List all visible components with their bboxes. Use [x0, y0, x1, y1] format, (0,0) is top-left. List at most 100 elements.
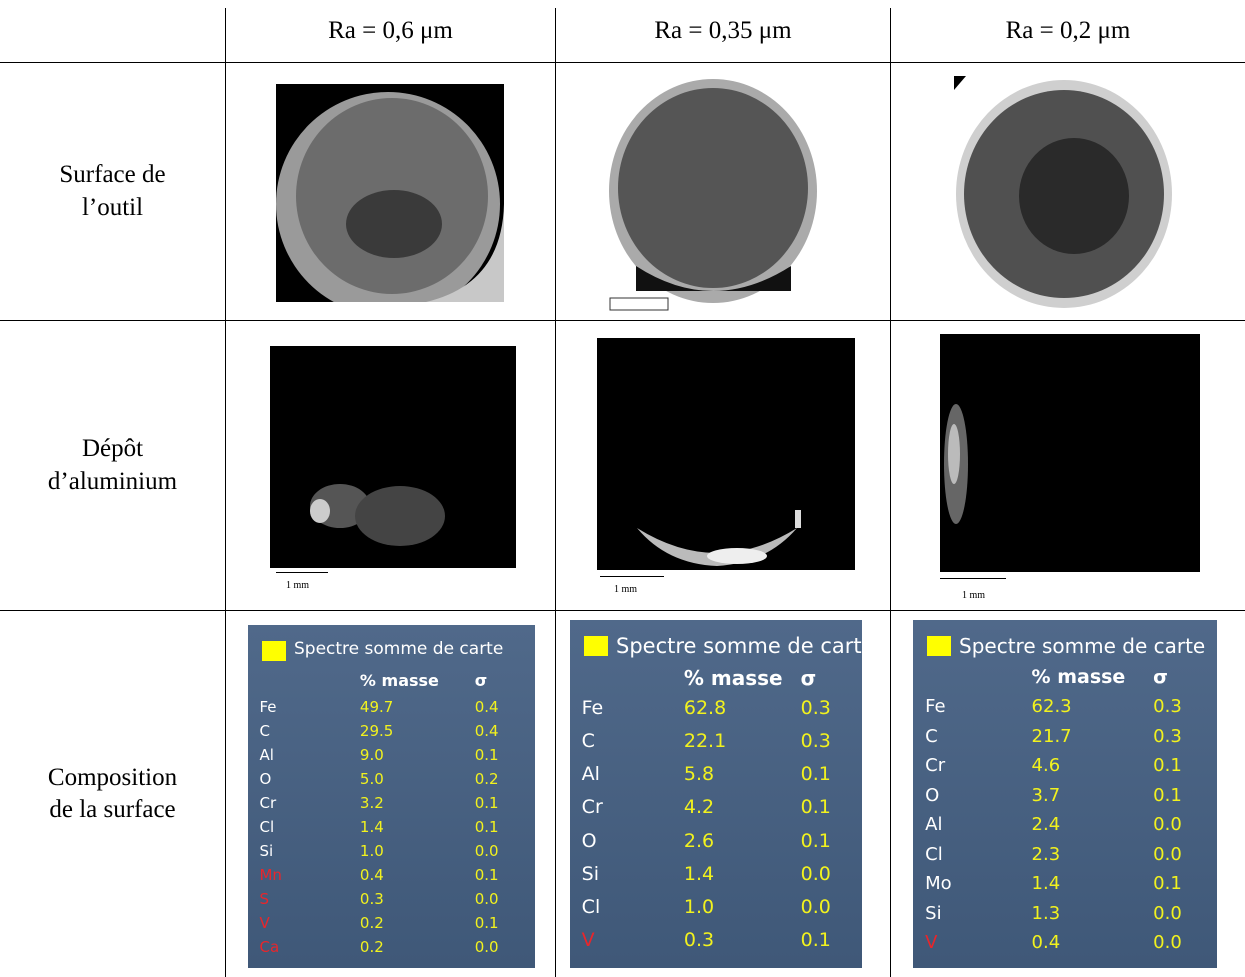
- panel-title: Spectre somme de carte: [959, 634, 1206, 658]
- sigma-value: 0.1: [1153, 873, 1182, 895]
- row-rule: [0, 320, 1245, 321]
- element: Cr: [925, 755, 946, 777]
- row-label: Surface de l’outil: [59, 161, 166, 221]
- sigma-value: 0.0: [1153, 843, 1182, 865]
- mass-header: % masse: [1031, 666, 1126, 688]
- element: Cl: [581, 895, 601, 918]
- deposit-image: [270, 346, 516, 568]
- mass-value: 2.3: [1031, 843, 1061, 865]
- sigma-value: 0.0: [474, 890, 499, 908]
- element: V: [581, 928, 595, 951]
- sigma-value: 0.0: [1153, 902, 1182, 924]
- element: Si: [925, 902, 942, 924]
- deposit-image: [597, 338, 855, 570]
- tool-surface-image: [606, 76, 820, 314]
- mass-value: 1.0: [359, 842, 384, 860]
- sigma-value: 0.3: [1153, 696, 1182, 717]
- mass-header: % masse: [683, 666, 783, 690]
- mass-value: 62.3: [1031, 696, 1072, 717]
- scale-label: 1 mm: [614, 584, 638, 595]
- element: Cr: [581, 796, 603, 819]
- mass-value: 0.4: [359, 866, 384, 884]
- element: Al: [925, 814, 943, 836]
- element: O: [925, 784, 940, 806]
- sigma-value: 0.1: [1153, 755, 1182, 777]
- sigma-value: 0.1: [474, 818, 499, 836]
- sigma-value: 0.0: [1153, 814, 1182, 836]
- legend-swatch: [927, 636, 951, 656]
- sigma-value: 0.1: [1153, 784, 1182, 806]
- mass-value: 22.1: [683, 730, 727, 753]
- mass-value: 5.8: [683, 763, 715, 786]
- composition-panel: Spectre somme de carte % masse σ Fe 62.3 0.3 C…: [913, 620, 1217, 968]
- mass-value: 4.2: [683, 796, 715, 819]
- mass-value: 4.6: [1031, 755, 1061, 777]
- mass-value: 0.2: [359, 938, 384, 956]
- legend-swatch: [262, 641, 286, 661]
- sigma-header: σ: [800, 666, 817, 690]
- composition-panel: Spectre somme de carte % masse σ Fe 49.7 0.4 C…: [248, 625, 535, 968]
- sigma-value: 0.1: [474, 866, 499, 884]
- element: Cr: [259, 794, 277, 812]
- element: Mo: [925, 873, 952, 895]
- legend-swatch: [584, 636, 608, 656]
- mass-value: 1.4: [1031, 873, 1061, 895]
- row-label: Dépôt d’aluminium: [47, 435, 178, 495]
- mass-value: 62.8: [683, 697, 727, 719]
- sigma-value: 0.0: [800, 862, 831, 885]
- element: Fe: [581, 697, 604, 719]
- sigma-value: 0.4: [474, 722, 499, 740]
- mass-value: 9.0: [359, 746, 384, 764]
- scale-label: 1 mm: [962, 590, 986, 601]
- element: S: [259, 890, 269, 908]
- mass-value: 49.7: [359, 698, 394, 716]
- panel-title: Spectre somme de carte: [616, 634, 862, 658]
- sigma-value: 0.3: [1153, 725, 1182, 747]
- element: V: [925, 932, 938, 954]
- mass-value: 1.4: [683, 862, 715, 885]
- mass-value: 0.2: [359, 914, 384, 932]
- element: Fe: [925, 696, 946, 717]
- sigma-value: 0.1: [800, 796, 831, 819]
- element: Si: [259, 842, 274, 860]
- mass-value: 0.3: [359, 890, 384, 908]
- mass-header: % masse: [359, 671, 439, 690]
- sigma-value: 0.0: [800, 895, 831, 918]
- sigma-header: σ: [1153, 666, 1168, 688]
- scale-bar: [940, 578, 1006, 579]
- element: Cl: [925, 843, 943, 865]
- column-rule: [890, 8, 891, 977]
- mass-value: 0.3: [683, 928, 715, 951]
- row-rule: [0, 610, 1245, 611]
- column-header: Ra = 0,2 μm: [1005, 16, 1131, 44]
- sigma-value: 0.1: [800, 829, 831, 852]
- tool-surface-image: [276, 84, 504, 302]
- row-label: Composition de la surface: [47, 763, 178, 824]
- element: C: [259, 722, 270, 740]
- scale-bar: [276, 572, 328, 573]
- sigma-value: 0.1: [800, 763, 831, 786]
- sigma-value: 0.1: [474, 794, 499, 812]
- mass-value: 21.7: [1031, 725, 1072, 747]
- sigma-value: 0.2: [474, 770, 499, 788]
- element: V: [259, 914, 270, 932]
- mass-value: 2.6: [683, 829, 715, 852]
- element: Al: [581, 763, 600, 786]
- mass-value: 1.4: [359, 818, 384, 836]
- element: O: [581, 829, 597, 852]
- mass-value: 3.2: [359, 794, 384, 812]
- sigma-value: 0.4: [474, 698, 499, 716]
- mass-value: 29.5: [359, 722, 394, 740]
- composition-panel: Spectre somme de carte % masse σ Fe 62.8 0.3 C…: [570, 620, 862, 968]
- sigma-value: 0.0: [474, 938, 499, 956]
- element: Cl: [259, 818, 275, 836]
- column-rule: [555, 8, 556, 977]
- panel-title: Spectre somme de carte: [294, 639, 504, 659]
- element: Mn: [259, 866, 282, 884]
- sigma-value: 0.3: [800, 730, 831, 753]
- scale-label: 1 mm: [286, 580, 310, 591]
- mass-value: 3.7: [1031, 784, 1061, 806]
- element: C: [925, 725, 938, 747]
- sigma-header: σ: [474, 671, 488, 690]
